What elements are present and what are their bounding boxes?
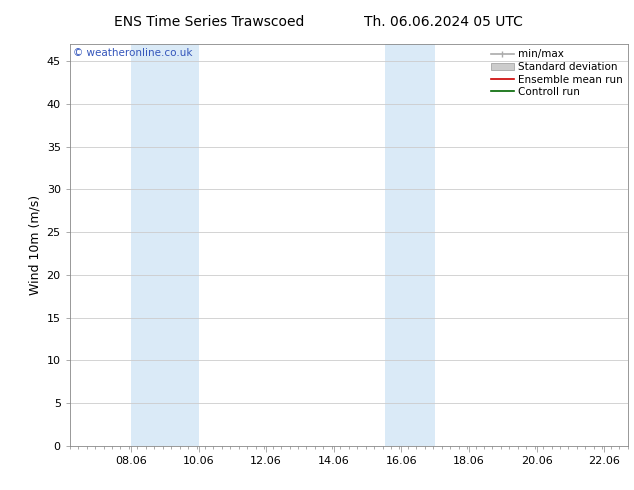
Bar bbox=[385, 44, 436, 446]
Legend: min/max, Standard deviation, Ensemble mean run, Controll run: min/max, Standard deviation, Ensemble me… bbox=[489, 47, 624, 99]
Text: ENS Time Series Trawscoed: ENS Time Series Trawscoed bbox=[114, 15, 304, 29]
Y-axis label: Wind 10m (m/s): Wind 10m (m/s) bbox=[28, 195, 41, 295]
Bar bbox=[131, 44, 198, 446]
Text: Th. 06.06.2024 05 UTC: Th. 06.06.2024 05 UTC bbox=[365, 15, 523, 29]
Text: © weatheronline.co.uk: © weatheronline.co.uk bbox=[72, 48, 192, 58]
